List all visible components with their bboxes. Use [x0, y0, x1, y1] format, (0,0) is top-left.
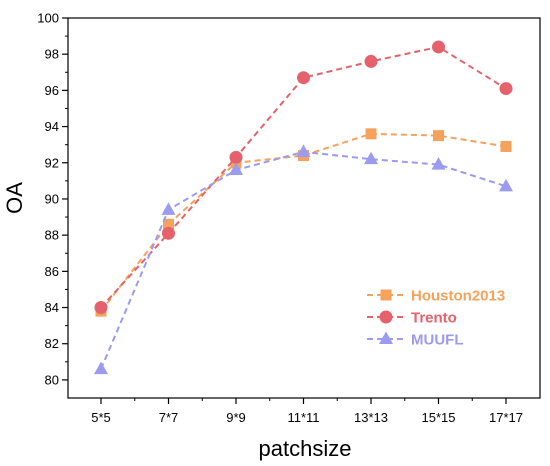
legend-item: MUUFL — [367, 332, 464, 349]
data-point — [500, 140, 512, 152]
data-point — [364, 54, 378, 68]
y-tick-label: 82 — [45, 336, 59, 351]
legend: Houston2013 Trento MUUFL — [367, 288, 505, 349]
data-point — [297, 71, 310, 85]
data-point — [365, 128, 377, 140]
x-tick-label: 5*5 — [91, 410, 111, 425]
series-line — [100, 45, 507, 309]
y-axis-title: OA — [2, 182, 27, 214]
legend-marker — [379, 310, 393, 324]
legend-marker — [380, 289, 392, 301]
data-point — [162, 226, 175, 240]
y-tick-label: 94 — [45, 119, 59, 134]
data-point — [433, 130, 444, 142]
y-tick-label: 96 — [45, 83, 59, 98]
x-axis-title: patchsize — [259, 436, 352, 461]
y-tick-label: 100 — [37, 11, 59, 26]
data-point — [499, 82, 513, 96]
y-tick-label: 90 — [45, 191, 59, 206]
legend-label: Trento — [411, 310, 457, 327]
legend-label: Houston2013 — [411, 288, 505, 305]
x-tick-label: 9*9 — [226, 410, 246, 425]
data-point — [161, 202, 176, 215]
series-muufl — [94, 144, 513, 375]
x-tick-label: 13*13 — [354, 410, 388, 425]
y-tick-label: 86 — [45, 264, 59, 279]
x-tick-label: 15*15 — [422, 410, 456, 425]
data-point — [364, 151, 378, 165]
data-point — [499, 178, 513, 192]
axes: 80 82 84 86 88 90 92 94 96 98 100 5*5 7*7 9*9 11*11 13*… — [37, 11, 541, 425]
data-point — [94, 301, 108, 315]
y-tick-label: 80 — [45, 372, 59, 387]
data-point — [431, 157, 446, 170]
x-tick-label: 11*11 — [287, 410, 319, 425]
legend-label: MUUFL — [411, 332, 464, 349]
y-tick-label: 84 — [45, 300, 59, 315]
legend-marker — [379, 331, 393, 345]
series-group — [94, 40, 513, 375]
data-point — [229, 162, 243, 176]
x-tick-label: 7*7 — [159, 410, 179, 425]
data-point — [229, 150, 243, 164]
data-point — [432, 40, 445, 54]
y-tick-label: 98 — [45, 47, 59, 62]
legend-item: Trento — [367, 310, 457, 327]
y-tick-label: 92 — [45, 155, 59, 170]
legend-item: Houston2013 — [367, 288, 505, 305]
x-tick-label: 17*17 — [489, 410, 523, 425]
data-point — [163, 218, 174, 230]
series-trento — [94, 40, 513, 315]
y-tick-label: 88 — [45, 228, 59, 243]
data-point — [296, 144, 311, 157]
data-point — [94, 361, 108, 375]
